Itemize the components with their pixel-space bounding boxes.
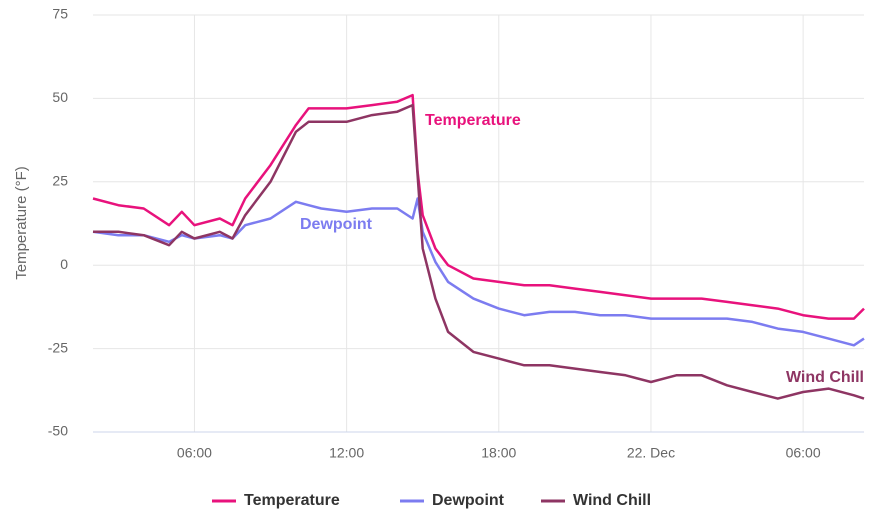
series-label: Temperature (425, 112, 521, 129)
y-tick-label: -25 (48, 339, 68, 355)
y-tick-label: 50 (52, 89, 68, 105)
x-tick-label: 06:00 (177, 445, 212, 461)
y-tick-label: 75 (52, 6, 68, 22)
x-tick-label: 12:00 (329, 445, 364, 461)
x-tick-label: 18:00 (481, 445, 516, 461)
x-tick-label: 06:00 (786, 445, 821, 461)
series-label: Wind Chill (786, 369, 864, 386)
series-line (93, 103, 865, 400)
legend-label: Temperature (244, 492, 340, 509)
legend-label: Dewpoint (432, 492, 505, 509)
series-label: Dewpoint (300, 216, 373, 233)
y-tick-label: 0 (60, 256, 68, 272)
legend-label: Wind Chill (573, 492, 651, 509)
y-axis-title: Temperature (°F) (13, 166, 30, 280)
series-line (92, 93, 865, 320)
y-tick-label: 25 (52, 173, 68, 189)
series-line (92, 197, 865, 347)
y-tick-label: -50 (48, 423, 68, 439)
x-tick-label: 22. Dec (627, 445, 675, 461)
